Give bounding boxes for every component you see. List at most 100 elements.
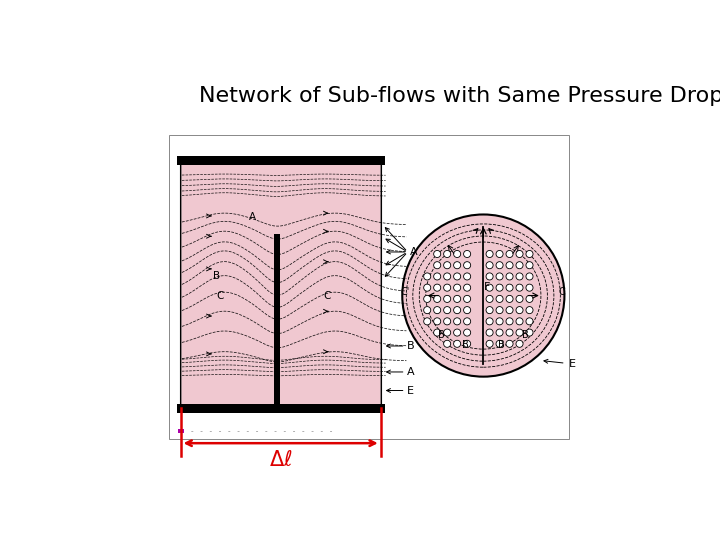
Circle shape	[444, 318, 451, 325]
Text: F: F	[485, 282, 491, 293]
Circle shape	[454, 340, 461, 347]
Circle shape	[486, 251, 493, 258]
Circle shape	[526, 251, 533, 258]
Circle shape	[423, 307, 431, 314]
Circle shape	[454, 273, 461, 280]
Circle shape	[496, 340, 503, 347]
Circle shape	[444, 262, 451, 269]
Bar	[177, 404, 384, 413]
Circle shape	[444, 340, 451, 347]
Circle shape	[423, 295, 431, 302]
Circle shape	[402, 214, 564, 377]
Circle shape	[454, 307, 461, 314]
Circle shape	[516, 295, 523, 302]
Circle shape	[423, 318, 431, 325]
Circle shape	[516, 318, 523, 325]
Circle shape	[464, 251, 471, 258]
Circle shape	[526, 295, 533, 302]
Circle shape	[464, 318, 471, 325]
Text: B: B	[408, 341, 415, 351]
Circle shape	[496, 273, 503, 280]
Circle shape	[423, 284, 431, 291]
Circle shape	[433, 273, 441, 280]
Circle shape	[433, 329, 441, 336]
Circle shape	[486, 340, 493, 347]
Circle shape	[454, 329, 461, 336]
Circle shape	[433, 318, 441, 325]
Circle shape	[454, 251, 461, 258]
Circle shape	[444, 284, 451, 291]
Circle shape	[464, 273, 471, 280]
Circle shape	[444, 295, 451, 302]
Circle shape	[464, 262, 471, 269]
Circle shape	[506, 307, 513, 314]
Circle shape	[433, 307, 441, 314]
Circle shape	[516, 329, 523, 336]
Circle shape	[444, 329, 451, 336]
Circle shape	[496, 329, 503, 336]
Circle shape	[464, 329, 471, 336]
Circle shape	[454, 295, 461, 302]
Bar	[180, 160, 382, 408]
Circle shape	[433, 284, 441, 291]
Circle shape	[516, 307, 523, 314]
Circle shape	[516, 262, 523, 269]
Circle shape	[433, 262, 441, 269]
Circle shape	[444, 307, 451, 314]
Bar	[178, 429, 184, 433]
Circle shape	[486, 262, 493, 269]
Circle shape	[433, 251, 441, 258]
Circle shape	[486, 284, 493, 291]
Circle shape	[444, 251, 451, 258]
Circle shape	[486, 318, 493, 325]
Bar	[177, 156, 384, 165]
Circle shape	[433, 295, 441, 302]
Text: E: E	[408, 386, 414, 395]
Text: C: C	[323, 291, 330, 301]
Circle shape	[464, 284, 471, 291]
Circle shape	[496, 295, 503, 302]
Circle shape	[506, 251, 513, 258]
Circle shape	[464, 307, 471, 314]
Circle shape	[526, 284, 533, 291]
Bar	[169, 136, 569, 439]
Text: $\Delta\ell$: $\Delta\ell$	[269, 450, 292, 470]
Text: E: E	[544, 359, 575, 369]
Circle shape	[506, 340, 513, 347]
Bar	[274, 234, 279, 407]
Circle shape	[444, 273, 451, 280]
Circle shape	[516, 273, 523, 280]
Circle shape	[486, 273, 493, 280]
Circle shape	[526, 307, 533, 314]
Circle shape	[526, 262, 533, 269]
Text: A: A	[408, 367, 415, 377]
Circle shape	[506, 318, 513, 325]
Circle shape	[486, 295, 493, 302]
Circle shape	[464, 295, 471, 302]
Text: Network of Sub-flows with Same Pressure Drop: Network of Sub-flows with Same Pressure …	[199, 85, 720, 106]
Text: B: B	[438, 330, 444, 340]
Text: B: B	[462, 340, 469, 350]
Circle shape	[464, 340, 471, 347]
Text: B: B	[498, 340, 505, 350]
Circle shape	[526, 273, 533, 280]
Circle shape	[486, 329, 493, 336]
Bar	[180, 160, 382, 408]
Circle shape	[506, 284, 513, 291]
Circle shape	[506, 295, 513, 302]
Circle shape	[454, 262, 461, 269]
Circle shape	[506, 329, 513, 336]
Circle shape	[496, 262, 503, 269]
Circle shape	[486, 307, 493, 314]
Circle shape	[516, 284, 523, 291]
Text: A: A	[249, 212, 256, 222]
Circle shape	[423, 273, 431, 280]
Circle shape	[496, 251, 503, 258]
Text: A: A	[410, 247, 418, 257]
Circle shape	[526, 318, 533, 325]
Text: C': C'	[400, 287, 410, 296]
Circle shape	[506, 273, 513, 280]
Circle shape	[454, 318, 461, 325]
Text: B: B	[522, 330, 529, 340]
Circle shape	[526, 329, 533, 336]
